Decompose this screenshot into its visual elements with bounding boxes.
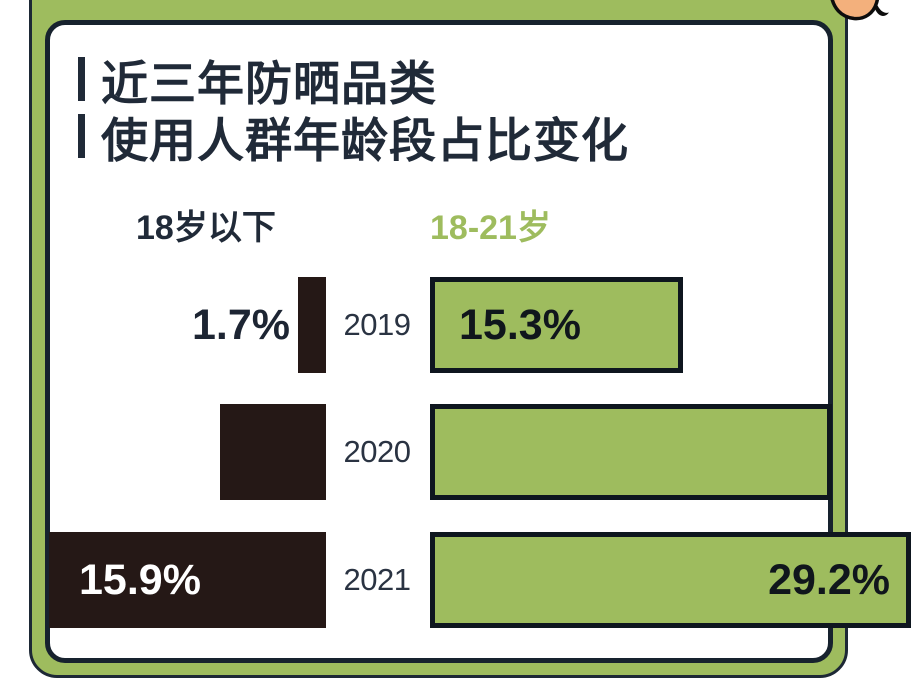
chart-title: 近三年防晒品类 使用人群年龄段占比变化 [78,52,629,167]
value-label-18-21-2021: 29.2% [768,555,890,604]
bar-under18-2021: 15.9% [49,532,326,628]
year-label-2021: 2021 [343,562,411,597]
mascot-fragment [830,0,889,21]
title-text-2: 使用人群年龄段占比变化 [101,113,629,167]
orange-shape-outline-tip [875,3,889,16]
title-tick-icon [78,57,85,101]
title-line-1: 近三年防晒品类 [78,52,629,110]
bar-18-21-2021: 29.2% [430,532,911,628]
value-label-18-21-2019: 15.3% [459,300,581,349]
legend-18-21: 18-21岁 [430,209,551,247]
year-label-2019: 2019 [343,307,411,342]
year-label-2020: 2020 [343,434,411,469]
legend-under-18: 18岁以下 [136,209,276,247]
bar-18-21-2019: 15.3% [430,277,683,373]
title-text-1: 近三年防晒品类 [101,56,437,110]
orange-shape-icon [830,0,880,21]
bar-under18-2019 [298,277,326,373]
bar-18-21-2020 [430,404,832,500]
bar-under18-2020 [220,404,326,500]
title-tick-icon [78,114,85,158]
value-label-under18-2019: 1.7% [191,300,290,349]
title-line-2: 使用人群年龄段占比变化 [78,109,629,167]
value-label-under18-2021: 15.9% [79,555,201,604]
